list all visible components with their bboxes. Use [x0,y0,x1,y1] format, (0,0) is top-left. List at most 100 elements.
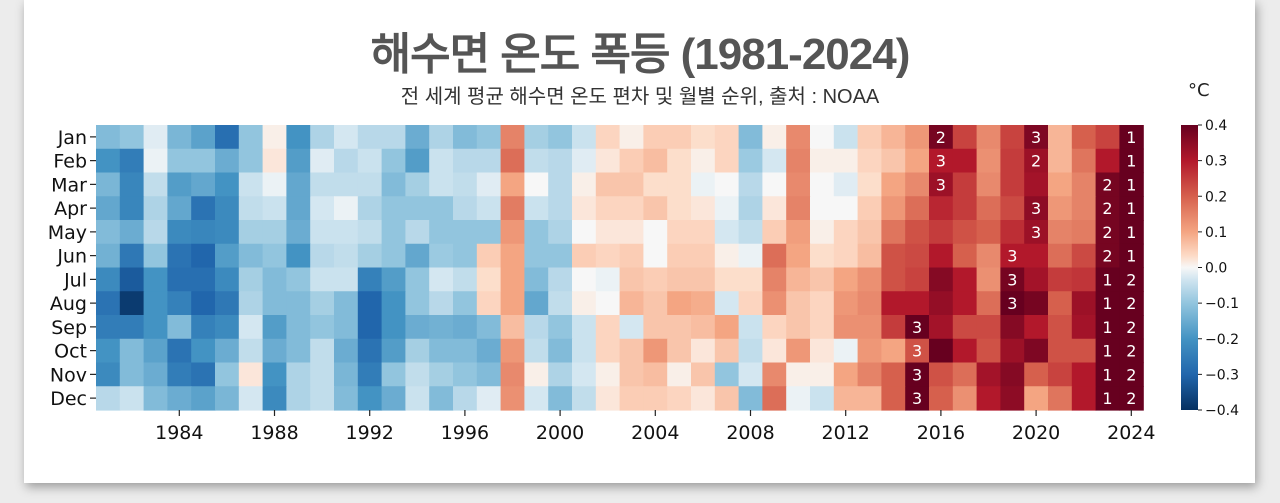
heatmap-cell-1996-Oct [453,338,478,364]
heatmap-cell-2016-Sep [929,315,954,340]
heatmap-cell-2017-Aug [952,291,978,316]
colorbar-tick-label: −0.1 [1205,296,1239,312]
heatmap-cell-2012-Jan [833,125,859,150]
heatmap-cell-2011-Sep [810,315,835,340]
heatmap-cell-2024-May [1119,220,1144,245]
heatmap-cell-1987-May [238,220,264,245]
rank-label: 1 [1126,128,1136,147]
heatmap-cell-2020-Mar [1024,172,1049,197]
heatmap-cell-1984-May [167,220,192,245]
heatmap-cell-2005-Apr [667,196,692,221]
x-tick-label-2008: 2008 [726,422,774,444]
heatmap-cell-1987-Jan [238,125,264,150]
heatmap-cell-1981-Feb [96,148,121,174]
heatmap-cell-2021-Aug [1048,291,1073,316]
y-tick-label-Feb: Feb [53,151,87,173]
heatmap-cell-1996-Feb [453,148,478,174]
heatmap-cell-2009-Nov [762,362,787,387]
heatmap-cell-2018-Feb [976,148,1001,174]
heatmap-cell-1990-Feb [310,148,335,174]
heatmap-cell-2023-Jul [1095,267,1120,292]
heatmap-cell-2013-Apr [857,196,882,221]
heatmap-cell-1984-Jan [167,125,192,150]
heatmap-cell-2006-Oct [691,338,716,364]
heatmap-cell-2015-Oct [905,338,930,364]
heatmap-cell-1992-May [357,220,383,245]
rank-label: 1 [1126,199,1136,218]
heatmap-cell-2011-Feb [810,148,835,174]
heatmap-cell-1992-Nov [357,362,383,387]
heatmap-cell-1983-May [143,220,168,245]
heatmap-cell-2012-May [833,220,859,245]
heatmap-cell-2007-Mar [714,172,740,197]
heatmap-cell-2005-Feb [667,148,692,174]
heatmap-cell-2006-Jun [691,243,716,269]
heatmap-cell-2019-Oct [1000,338,1025,364]
heatmap-cell-2003-Jan [619,125,644,150]
heatmap-cell-2010-Jun [786,243,811,269]
heatmap-cell-2020-Aug [1024,291,1049,316]
heatmap-cell-2001-May [572,220,597,245]
heatmap-cell-2001-Nov [572,362,597,387]
heatmap-cell-1981-Jul [96,267,121,292]
heatmap-cell-2012-Jun [833,243,859,269]
heatmap-cell-2024-Jun [1119,243,1144,269]
heatmap-cell-1994-Mar [405,172,430,197]
heatmap-cell-1992-Sep [357,315,383,340]
heatmap-cell-2003-Oct [619,338,644,364]
heatmap-cell-1992-Jul [357,267,383,292]
heatmap-cell-2013-Jun [857,243,882,269]
heatmap-cell-2012-Apr [833,196,859,221]
heatmap-cell-2016-Apr [929,196,954,221]
heatmap-cell-2001-Apr [572,196,597,221]
heatmap-cell-1981-Sep [96,315,121,340]
heatmap-cell-1997-Jan [476,125,502,150]
rank-label: 2 [1102,223,1112,242]
heatmap-cell-2017-Nov [952,362,978,387]
heatmap-cell-1992-Aug [357,291,383,316]
heatmap-cell-1990-Nov [310,362,335,387]
heatmap-cell-1995-Sep [429,315,454,340]
heatmap-cell-1999-Jun [524,243,549,269]
heatmap-cell-2001-Jul [572,267,597,292]
heatmap-cell-1990-Sep [310,315,335,340]
heatmap-cell-1994-Dec [405,386,430,411]
heatmap-cell-1996-Mar [453,172,478,197]
heatmap-cell-1999-Apr [524,196,549,221]
heatmap-cell-1998-Jul [500,267,525,292]
heatmap-cell-2015-Apr [905,196,930,221]
heatmap-cell-1999-Nov [524,362,549,387]
heatmap-cell-2017-Jan [952,125,978,150]
heatmap-cell-1987-Sep [238,315,264,340]
heatmap-cell-1988-Jun [262,243,287,269]
heatmap-cell-1995-Nov [429,362,454,387]
heatmap-cell-2022-Jun [1071,243,1097,269]
heatmap-cell-1982-Jun [119,243,145,269]
heatmap-cell-2010-Nov [786,362,811,387]
heatmap-cell-2010-Aug [786,291,811,316]
heatmap-cell-1990-Jun [310,243,335,269]
heatmap-cell-2022-Mar [1071,172,1097,197]
heatmap-cell-1994-Jan [405,125,430,150]
heatmap-cell-2016-Dec [929,386,954,411]
heatmap-cell-2018-Dec [976,386,1001,411]
heatmap-cell-2022-Apr [1071,196,1097,221]
heatmap-cell-1999-Sep [524,315,549,340]
heatmap-cell-2019-Dec [1000,386,1025,411]
heatmap-cell-2020-Nov [1024,362,1049,387]
heatmap-cell-1999-Oct [524,338,549,364]
heatmap-cell-1982-May [119,220,145,245]
heatmap-cell-2001-Dec [572,386,597,411]
heatmap-cell-2003-Mar [619,172,644,197]
rank-label: 3 [1031,128,1041,147]
heatmap-cell-1995-Apr [429,196,454,221]
heatmap-cell-2013-Aug [857,291,882,316]
heatmap-cell-1983-Aug [143,291,168,316]
heatmap-cell-1986-May [215,220,240,245]
heatmap-cell-1989-Jan [286,125,311,150]
rank-label: 1 [1102,294,1112,313]
heatmap-cell-1982-Apr [119,196,145,221]
heatmap-cell-2017-Sep [952,315,978,340]
heatmap-cell-2009-Mar [762,172,787,197]
heatmap-cell-2004-Sep [643,315,668,340]
